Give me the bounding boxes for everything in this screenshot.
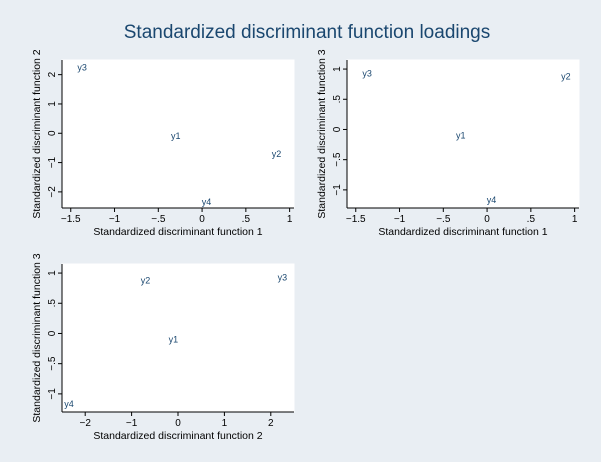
panel-3-y-tick-label: 1 — [47, 270, 58, 276]
panel-1-y-tick-label: 0 — [47, 130, 58, 136]
panel-2-x-tick-label: 1 — [572, 214, 578, 225]
panel-1-x-tick-label: −.5 — [151, 214, 166, 225]
panel-2-x-axis-title: Standardized discriminant function 1 — [378, 226, 547, 238]
panel-2-point-y1: y1 — [456, 131, 466, 141]
panel-2-y-tick-label: 0 — [332, 126, 343, 132]
panel-3-point-y3: y3 — [278, 272, 288, 282]
panel-2-point-y3: y3 — [362, 68, 372, 78]
panel-3-y-tick-label: −.5 — [47, 356, 58, 371]
panel-3-x-tick-label: −1 — [126, 418, 138, 429]
panel-1-y-tick-label: 2 — [47, 71, 58, 77]
panel-1-point-y3: y3 — [77, 62, 87, 72]
panel-2-plot-region — [346, 59, 580, 209]
panel-2-y-axis-title: Standardized discriminant function 3 — [316, 49, 328, 218]
panel-3-y-tick-label: −1 — [47, 388, 58, 400]
panel-2-x-tick-label: −1 — [394, 214, 406, 225]
panel-3-x-axis-title: Standardized discriminant function 2 — [93, 430, 262, 442]
panel-1-x-tick-label: .5 — [242, 214, 251, 225]
panel-2-y-tick-label: −.5 — [332, 152, 343, 167]
panel-1-plot-region — [61, 59, 295, 209]
panel-1-x-tick-label: −1 — [109, 214, 121, 225]
panel-2-point-y2: y2 — [561, 71, 571, 81]
panel-2-y-tick-label: 1 — [332, 66, 343, 72]
panel-2-x-tick-label: 0 — [484, 214, 490, 225]
panel-2-x-tick-label: −.5 — [436, 214, 451, 225]
panel-1-y-axis-title: Standardized discriminant function 2 — [31, 49, 43, 218]
panel-1-x-tick-label: −1.5 — [61, 214, 81, 225]
panel-1-x-tick-label: 1 — [287, 214, 293, 225]
panel-3-y-tick-label: 0 — [47, 330, 58, 336]
panel-1-x-axis-title: Standardized discriminant function 1 — [93, 226, 262, 238]
panel-3-point-y4: y4 — [64, 399, 74, 409]
panel-3-y-tick-label: .5 — [47, 299, 58, 308]
chart-title: Standardized discriminant function loadi… — [124, 22, 491, 43]
panel-1-x-tick-label: 0 — [199, 214, 205, 225]
panel-3-x-tick-label: −2 — [79, 418, 91, 429]
panel-1-y-tick-label: −2 — [47, 186, 58, 198]
panel-2-y-tick-label: −1 — [332, 184, 343, 196]
panel-2-x-tick-label: −1.5 — [346, 214, 366, 225]
panel-2-y-tick-label: .5 — [332, 95, 343, 104]
panel-1-y-tick-label: 1 — [47, 101, 58, 107]
panel-2-x-tick-label: .5 — [527, 214, 536, 225]
panel-3-x-tick-label: 2 — [268, 418, 274, 429]
panel-3-x-tick-label: 1 — [222, 418, 228, 429]
panel-3-x-tick-label: 0 — [175, 418, 181, 429]
panel-3-point-y1: y1 — [169, 335, 179, 345]
panel-3-point-y2: y2 — [141, 275, 151, 285]
panel-1-point-y2: y2 — [272, 149, 282, 159]
panel-1-point-y1: y1 — [171, 131, 181, 141]
panel-1-point-y4: y4 — [202, 197, 212, 207]
panel-2-point-y4: y4 — [487, 195, 497, 205]
panel-3-y-axis-title: Standardized discriminant function 3 — [31, 253, 43, 422]
panel-1-y-tick-label: −1 — [47, 156, 58, 168]
